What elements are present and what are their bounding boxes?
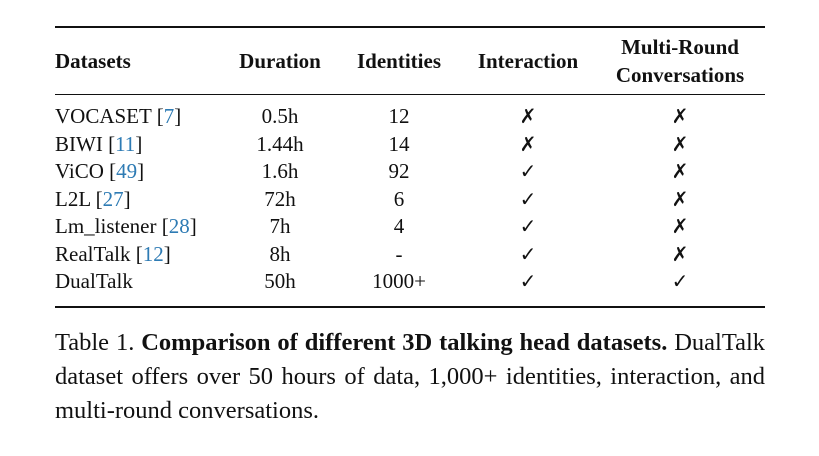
- duration-cell-container: 72h: [223, 186, 337, 214]
- caption-title: Comparison of different 3D talking head …: [141, 329, 668, 356]
- multi-round-mark: ✗: [671, 131, 689, 156]
- multi-round-mark-container: ✗: [595, 131, 765, 159]
- multi-round-mark-container: ✗: [595, 241, 765, 269]
- multi-round-mark-container: ✗: [595, 95, 765, 131]
- interaction-mark: ✓: [519, 269, 537, 294]
- identities-cell: 14: [388, 131, 410, 156]
- identities-cell-container: 4: [337, 213, 461, 241]
- multi-round-mark-container: ✗: [595, 158, 765, 186]
- identities-cell: 4: [393, 214, 405, 239]
- interaction-mark-container: ✓: [461, 268, 595, 307]
- duration-cell-container: 8h: [223, 241, 337, 269]
- interaction-mark: ✗: [519, 131, 537, 156]
- citation-link[interactable]: 7: [163, 104, 175, 129]
- duration-cell-container: 7h: [223, 213, 337, 241]
- interaction-mark: ✓: [519, 241, 537, 266]
- interaction-mark-container: ✓: [461, 158, 595, 186]
- table-row: VOCASET [7] 0.5h 12 ✗ ✗: [55, 95, 765, 131]
- dataset-name-cell: L2L [27]: [55, 186, 131, 211]
- multi-round-mark: ✓: [671, 269, 689, 294]
- table-row: RealTalk [12] 8h - ✓ ✗: [55, 241, 765, 269]
- dataset-name-cell: DualTalk: [55, 268, 223, 307]
- identities-cell: 1000+: [372, 269, 426, 294]
- table-row: Lm_listener [28] 7h 4 ✓ ✗: [55, 213, 765, 241]
- header-multi-round: Multi-Round Conversations: [595, 27, 765, 95]
- identities-cell-container: 1000+: [337, 268, 461, 307]
- dataset-name: Lm_listener: [55, 214, 157, 239]
- interaction-mark: ✓: [519, 186, 537, 211]
- identities-cell-container: -: [337, 241, 461, 269]
- duration-cell-container: 1.6h: [223, 158, 337, 186]
- multi-round-mark-container: ✗: [595, 213, 765, 241]
- table-row: ViCO [49] 1.6h 92 ✓ ✗: [55, 158, 765, 186]
- dataset-name-cell: BIWI [11]: [55, 131, 143, 156]
- header-duration: Duration: [239, 48, 321, 73]
- comparison-table-container: Datasets Duration Identities Interaction…: [55, 26, 765, 308]
- citation-link[interactable]: 27: [102, 186, 124, 211]
- multi-round-mark-container: ✓: [595, 268, 765, 307]
- caption-text: DualTalk dataset offers over 50 hours of…: [55, 329, 766, 424]
- dataset-name: VOCASET: [55, 104, 152, 129]
- interaction-mark-container: ✓: [461, 241, 595, 269]
- multi-round-mark: ✗: [671, 186, 689, 211]
- identities-cell-container: 92: [337, 158, 461, 186]
- interaction-mark-container: ✓: [461, 186, 595, 214]
- multi-round-mark: ✗: [671, 104, 689, 129]
- identities-cell: 6: [393, 186, 405, 211]
- dataset-name-cell: RealTalk [12]: [55, 241, 171, 266]
- table-row: BIWI [11] 1.44h 14 ✗ ✗: [55, 131, 765, 159]
- duration-cell: 1.44h: [256, 131, 304, 156]
- dataset-name-cell: ViCO [49]: [55, 159, 145, 184]
- table-row: DualTalk 50h 1000+ ✓ ✓: [55, 268, 765, 307]
- table-row: L2L [27] 72h 6 ✓ ✗: [55, 186, 765, 214]
- dataset-name: DualTalk: [55, 269, 133, 294]
- identities-cell-container: 14: [337, 131, 461, 159]
- interaction-mark-container: ✗: [461, 95, 595, 131]
- table-caption: Table 1. Comparison of different 3D talk…: [55, 326, 765, 428]
- duration-cell-container: 0.5h: [223, 95, 337, 131]
- citation-link[interactable]: 49: [116, 159, 138, 184]
- caption-label: Table 1.: [55, 329, 135, 356]
- duration-cell: 50h: [264, 269, 296, 294]
- duration-cell: 8h: [269, 241, 291, 266]
- dataset-name-cell: Lm_listener [28]: [55, 214, 197, 239]
- header-datasets: Datasets: [55, 48, 131, 73]
- header-multi-round-line2: Conversations: [615, 63, 745, 87]
- multi-round-mark: ✗: [671, 214, 689, 239]
- citation-link[interactable]: 12: [142, 241, 164, 266]
- identities-cell: 92: [388, 159, 410, 184]
- duration-cell: 1.6h: [261, 159, 299, 184]
- header-interaction: Interaction: [477, 48, 579, 73]
- interaction-mark-container: ✓: [461, 213, 595, 241]
- dataset-name: L2L: [55, 186, 91, 211]
- identities-cell: 12: [388, 104, 410, 129]
- interaction-mark: ✓: [519, 214, 537, 239]
- table-body: VOCASET [7] 0.5h 12 ✗ ✗ BIWI [11] 1.44h 14 ✗ ✗ ViC…: [55, 95, 765, 307]
- multi-round-mark: ✗: [671, 241, 689, 266]
- dataset-name: ViCO: [55, 159, 104, 184]
- table-header: Datasets Duration Identities Interaction…: [55, 27, 765, 95]
- identities-cell: -: [395, 241, 403, 266]
- citation-link[interactable]: 11: [115, 131, 136, 156]
- duration-cell-container: 50h: [223, 268, 337, 307]
- dataset-name: RealTalk: [55, 241, 131, 266]
- interaction-mark-container: ✗: [461, 131, 595, 159]
- header-multi-round-line1: Multi-Round: [621, 35, 739, 59]
- dataset-name-cell: VOCASET [7]: [55, 104, 182, 129]
- multi-round-mark-container: ✗: [595, 186, 765, 214]
- interaction-mark: ✓: [519, 159, 537, 184]
- dataset-name: BIWI: [55, 131, 103, 156]
- duration-cell-container: 1.44h: [223, 131, 337, 159]
- multi-round-mark: ✗: [671, 159, 689, 184]
- comparison-table: Datasets Duration Identities Interaction…: [55, 26, 765, 308]
- header-row: Datasets Duration Identities Interaction…: [55, 27, 765, 95]
- identities-cell-container: 12: [337, 95, 461, 131]
- identities-cell-container: 6: [337, 186, 461, 214]
- citation-link[interactable]: 28: [168, 214, 190, 239]
- duration-cell: 0.5h: [261, 104, 299, 129]
- header-identities: Identities: [357, 48, 441, 73]
- duration-cell: 72h: [264, 186, 296, 211]
- duration-cell: 7h: [269, 214, 291, 239]
- interaction-mark: ✗: [519, 104, 537, 129]
